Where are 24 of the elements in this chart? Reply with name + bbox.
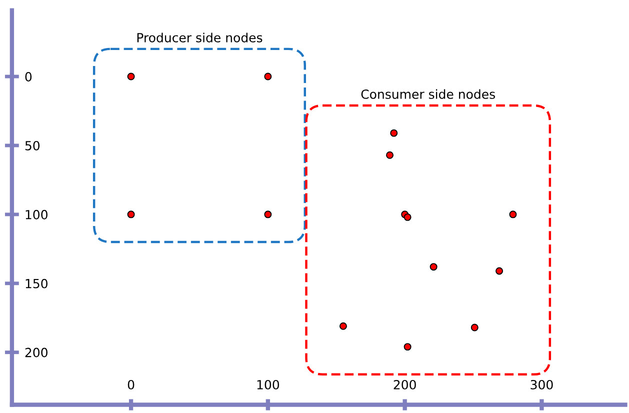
annotation: Consumer side nodes <box>361 89 495 99</box>
y-tick-label: 200 <box>25 348 48 358</box>
point <box>430 263 438 271</box>
annotation: Producer side nodes <box>137 32 262 42</box>
point <box>404 213 412 221</box>
point <box>127 210 135 218</box>
x-tick-label: 300 <box>530 380 553 390</box>
point <box>264 210 272 218</box>
point <box>386 151 394 159</box>
point <box>390 129 398 137</box>
point <box>496 267 504 275</box>
y-tick-label: 50 <box>25 140 40 150</box>
point <box>339 322 347 330</box>
y-tick-label: 150 <box>26 278 48 288</box>
x-tick-label: 200 <box>394 380 416 390</box>
point <box>264 72 272 80</box>
y-tick-label: 0 <box>25 72 32 82</box>
point <box>127 72 135 80</box>
point <box>404 343 412 351</box>
y-tick-label: 100 <box>26 210 48 220</box>
x-tick-label: 100 <box>257 380 280 390</box>
point <box>509 210 517 218</box>
point <box>470 324 478 332</box>
x-tick-label: 0 <box>128 380 134 390</box>
